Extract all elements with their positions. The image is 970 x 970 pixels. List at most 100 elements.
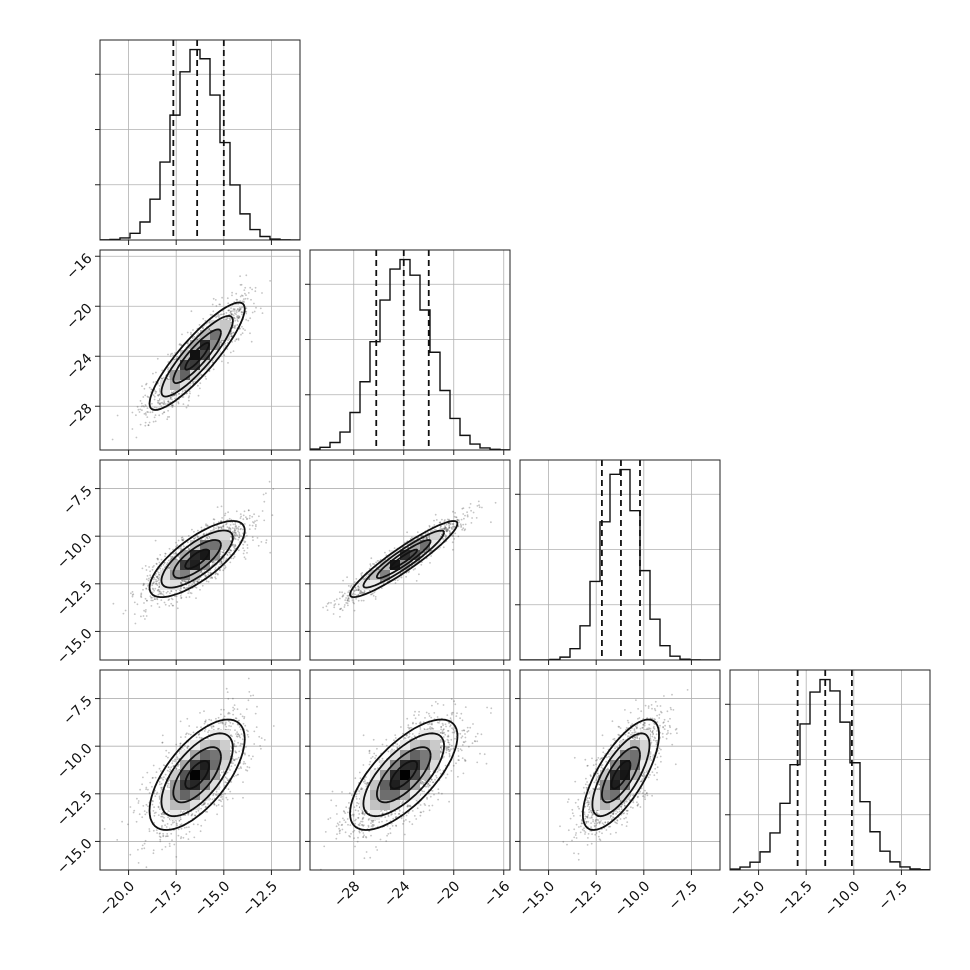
sample-point	[475, 517, 478, 519]
sample-point	[334, 603, 337, 605]
sample-point	[217, 528, 220, 531]
sample-point	[152, 381, 155, 384]
sample-point	[237, 530, 240, 533]
sample-point	[187, 343, 190, 345]
sample-point	[343, 606, 346, 608]
sample-point	[207, 537, 209, 540]
sample-point	[151, 402, 153, 405]
sample-point	[335, 598, 338, 601]
sample-point	[232, 324, 235, 327]
sample-point	[235, 338, 238, 341]
sample-point	[206, 536, 209, 539]
sample-point	[214, 299, 217, 301]
sample-point	[361, 591, 363, 594]
sample-point	[471, 517, 473, 519]
sample-point	[189, 392, 191, 395]
sample-point	[160, 405, 163, 407]
sample-point	[148, 566, 151, 568]
sample-point	[199, 588, 201, 591]
sample-point	[145, 382, 148, 385]
sample-point	[158, 592, 161, 595]
sample-point	[490, 521, 492, 524]
sample-point	[230, 549, 233, 552]
sample-point	[231, 313, 233, 315]
sample-point	[174, 551, 177, 554]
sample-point	[242, 518, 245, 521]
sample-point	[164, 552, 167, 555]
sample-point	[357, 587, 360, 589]
sample-point	[330, 602, 332, 604]
panel-1-0	[95, 249, 301, 455]
sample-point	[219, 520, 222, 523]
sample-point	[221, 551, 224, 554]
sample-point	[131, 595, 134, 598]
sample-point	[219, 313, 222, 316]
sample-point	[183, 579, 186, 582]
sample-point	[162, 594, 165, 597]
sample-point	[148, 577, 150, 580]
sample-point	[213, 526, 215, 529]
sample-point	[179, 343, 181, 345]
sample-point	[233, 531, 236, 534]
sample-point	[160, 377, 163, 380]
sample-point	[214, 576, 217, 578]
sample-point	[167, 599, 170, 601]
sample-point	[229, 549, 232, 552]
sample-point	[348, 598, 350, 600]
sample-point	[258, 515, 260, 518]
sample-point	[451, 528, 453, 530]
sample-point	[116, 414, 119, 417]
sample-point	[229, 524, 232, 526]
sample-point	[439, 522, 441, 524]
sample-point	[359, 592, 362, 595]
sample-point	[420, 549, 422, 552]
sample-point	[238, 315, 241, 318]
sample-point	[144, 597, 147, 600]
density-cell	[170, 580, 180, 590]
density-cell	[160, 580, 170, 590]
sample-point	[220, 551, 222, 553]
sample-point	[271, 514, 274, 517]
sample-point	[232, 523, 235, 526]
sample-point	[156, 399, 159, 402]
sample-point	[229, 332, 232, 334]
sample-point	[238, 536, 240, 539]
sample-point	[237, 317, 240, 319]
sample-point	[143, 609, 146, 612]
sample-point	[222, 310, 225, 312]
sample-point	[448, 522, 450, 525]
sample-point	[190, 584, 193, 587]
sample-point	[202, 534, 205, 536]
sample-point	[160, 599, 163, 601]
sample-point	[241, 313, 243, 316]
sample-point	[166, 416, 169, 418]
sample-point	[224, 318, 227, 321]
sample-point	[144, 404, 147, 406]
sample-point	[156, 598, 159, 601]
sample-point	[182, 403, 185, 405]
sample-point	[233, 537, 236, 540]
sample-point	[460, 518, 463, 521]
sample-point	[205, 378, 208, 380]
sample-point	[152, 588, 155, 591]
sample-point	[448, 518, 450, 521]
sample-point	[425, 536, 428, 539]
sample-point	[326, 602, 329, 605]
sample-point	[112, 602, 115, 605]
sample-point	[423, 551, 426, 553]
sample-point	[434, 513, 437, 516]
sample-point	[155, 407, 158, 409]
sample-point	[347, 597, 350, 600]
sample-point	[200, 570, 203, 573]
sample-point	[172, 552, 175, 555]
sample-point	[166, 377, 169, 380]
density-cell	[190, 560, 200, 570]
sample-point	[223, 312, 226, 315]
sample-point	[246, 552, 248, 554]
sample-point	[177, 555, 180, 558]
sample-point	[171, 398, 173, 401]
sample-point	[451, 526, 453, 529]
sample-point	[359, 592, 361, 595]
sample-point	[347, 596, 350, 599]
sample-point	[209, 572, 212, 574]
